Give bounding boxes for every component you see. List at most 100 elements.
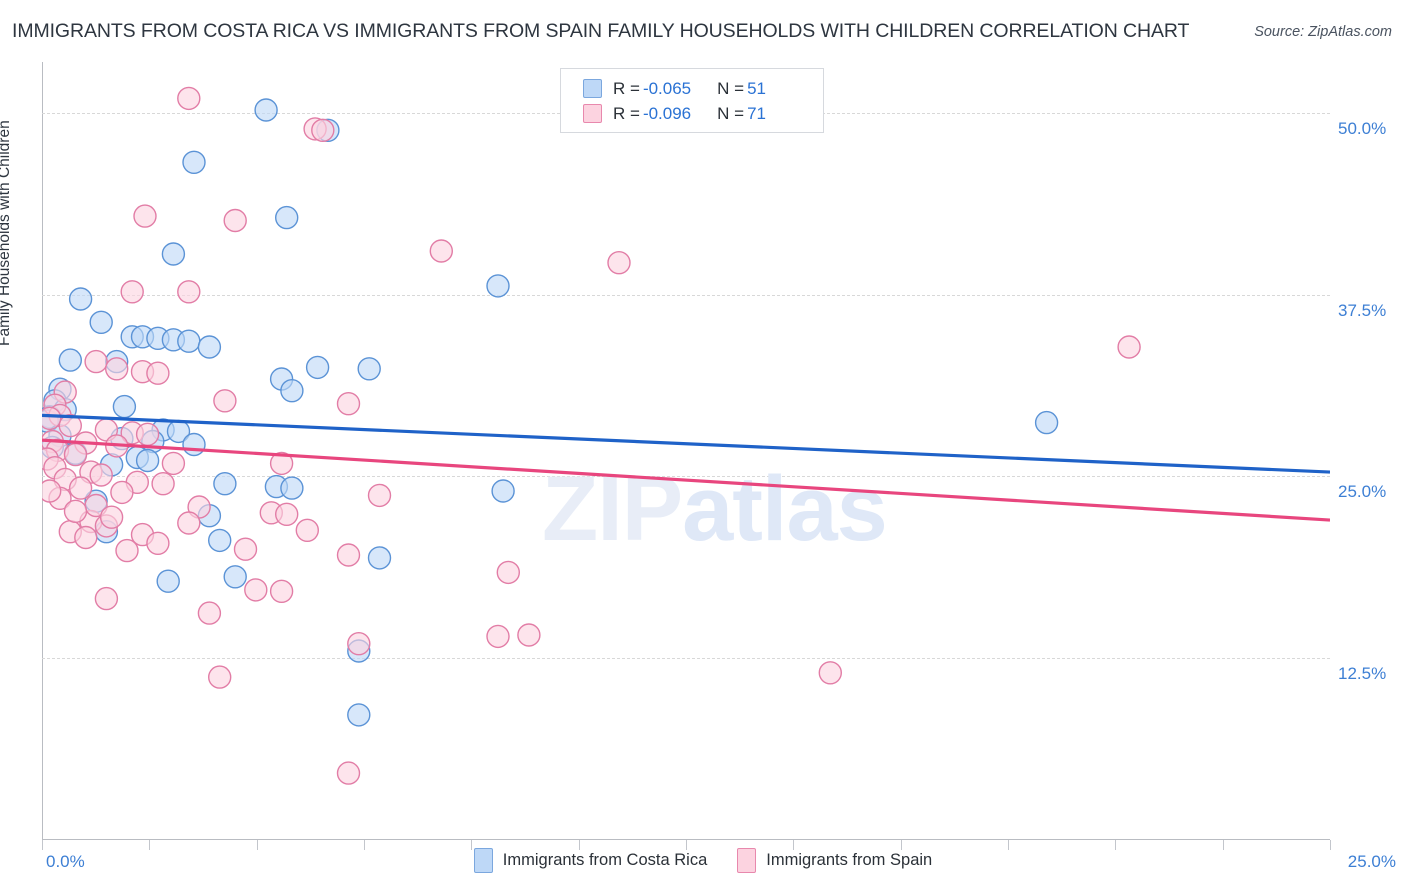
data-point bbox=[63, 499, 88, 523]
source-attribution: Source: ZipAtlas.com bbox=[1254, 24, 1392, 40]
data-point bbox=[135, 422, 160, 446]
stats-r-label-spain: R = bbox=[613, 103, 640, 123]
data-point bbox=[517, 623, 541, 647]
x-axis-tick bbox=[149, 840, 151, 850]
data-point bbox=[120, 280, 144, 304]
x-axis-tick bbox=[1115, 840, 1117, 850]
data-point bbox=[347, 703, 371, 727]
data-point bbox=[254, 98, 278, 122]
y-axis-title: Family Households with Children bbox=[0, 120, 13, 346]
data-point bbox=[207, 528, 232, 553]
data-point bbox=[486, 274, 510, 298]
x-axis-tick bbox=[471, 840, 473, 850]
data-point bbox=[357, 357, 381, 381]
data-point bbox=[367, 483, 392, 508]
trend-line bbox=[42, 413, 1330, 474]
data-point bbox=[177, 329, 201, 353]
data-point bbox=[68, 476, 93, 500]
data-point bbox=[1034, 410, 1059, 435]
data-point bbox=[274, 502, 299, 526]
data-point bbox=[213, 472, 237, 496]
x-axis-tick bbox=[1008, 840, 1009, 850]
y-axis-tick-label: 50.0% bbox=[1338, 118, 1387, 138]
data-point bbox=[244, 578, 268, 602]
y-axis-tick-label: 25.0% bbox=[1338, 482, 1387, 502]
data-point bbox=[177, 86, 201, 111]
data-point bbox=[233, 537, 258, 561]
stats-row-spain: R = -0.096 N = 71 bbox=[583, 101, 823, 126]
data-point bbox=[58, 348, 82, 372]
data-point bbox=[280, 379, 304, 403]
data-point bbox=[63, 442, 88, 467]
data-point bbox=[347, 632, 371, 656]
data-point bbox=[115, 538, 139, 563]
data-point bbox=[491, 479, 515, 503]
gridline bbox=[42, 476, 1330, 478]
data-point bbox=[146, 361, 170, 385]
data-point bbox=[177, 511, 201, 535]
data-point bbox=[84, 349, 108, 374]
data-point bbox=[311, 118, 335, 143]
data-point bbox=[182, 150, 206, 175]
data-point bbox=[336, 761, 361, 785]
data-point bbox=[58, 413, 82, 438]
data-point bbox=[305, 355, 330, 380]
stats-r-value-costa-rica: -0.065 bbox=[642, 78, 692, 98]
data-point bbox=[133, 204, 157, 228]
gridline bbox=[42, 294, 1330, 296]
data-point bbox=[197, 335, 222, 359]
stats-r-label-costa-rica: R = bbox=[613, 78, 640, 98]
data-point bbox=[336, 392, 361, 416]
y-axis-tick-label: 37.5% bbox=[1338, 300, 1387, 320]
x-axis-tick bbox=[578, 840, 580, 850]
data-point bbox=[486, 624, 510, 649]
stats-n-value-costa-rica: 51 bbox=[747, 78, 766, 98]
data-point bbox=[112, 394, 137, 419]
x-axis-label-max: 25.0% bbox=[1347, 852, 1396, 871]
gridline bbox=[42, 658, 1330, 660]
data-point bbox=[269, 579, 294, 603]
x-axis-tick bbox=[793, 840, 795, 850]
x-axis-tick bbox=[364, 840, 365, 850]
legend-label-spain: Immigrants from Spain bbox=[766, 851, 933, 869]
stats-row-costa-rica: R = -0.065 N = 51 bbox=[583, 76, 823, 101]
stats-n-value-spain: 71 bbox=[747, 103, 766, 123]
data-point bbox=[89, 463, 113, 487]
legend-swatch-spain bbox=[737, 848, 757, 873]
x-axis-tick bbox=[256, 840, 258, 850]
data-point bbox=[182, 432, 206, 457]
legend-swatch-costa-rica bbox=[473, 848, 493, 873]
data-point bbox=[818, 661, 842, 685]
x-axis-tick bbox=[900, 840, 902, 850]
stats-r-value-spain: -0.096 bbox=[642, 103, 692, 123]
series-immigrants-from-spain bbox=[42, 86, 1141, 785]
data-point bbox=[99, 505, 124, 529]
data-point bbox=[89, 310, 113, 334]
data-point bbox=[496, 560, 520, 585]
data-point bbox=[104, 357, 129, 381]
stats-swatch-spain bbox=[583, 104, 602, 123]
y-axis-tick-label: 12.5% bbox=[1338, 664, 1387, 684]
data-point bbox=[336, 543, 361, 567]
legend-label-costa-rica: Immigrants from Costa Rica bbox=[502, 851, 708, 869]
data-point bbox=[280, 476, 304, 500]
data-point bbox=[161, 242, 186, 266]
chart-legend: Immigrants from Costa Rica Immigrants fr… bbox=[0, 848, 1406, 873]
data-point bbox=[146, 531, 170, 555]
trend-line bbox=[42, 438, 1330, 522]
legend-item-costa-rica[interactable]: Immigrants from Costa Rica bbox=[473, 848, 708, 873]
plot-area: ZIPatlas bbox=[42, 62, 1331, 850]
data-point bbox=[429, 239, 453, 263]
data-point bbox=[156, 569, 180, 593]
data-point bbox=[223, 565, 247, 589]
data-point bbox=[223, 208, 247, 233]
stats-n-label-costa-rica: N = bbox=[717, 78, 745, 98]
legend-item-spain[interactable]: Immigrants from Spain bbox=[737, 848, 932, 873]
data-point bbox=[607, 250, 631, 275]
data-point bbox=[207, 665, 232, 689]
data-point bbox=[94, 586, 119, 611]
x-axis-tick bbox=[1222, 840, 1224, 850]
data-point bbox=[42, 406, 62, 430]
correlation-stats-box: R = -0.065 N = 51 R = -0.096 N = 71 bbox=[560, 68, 824, 133]
